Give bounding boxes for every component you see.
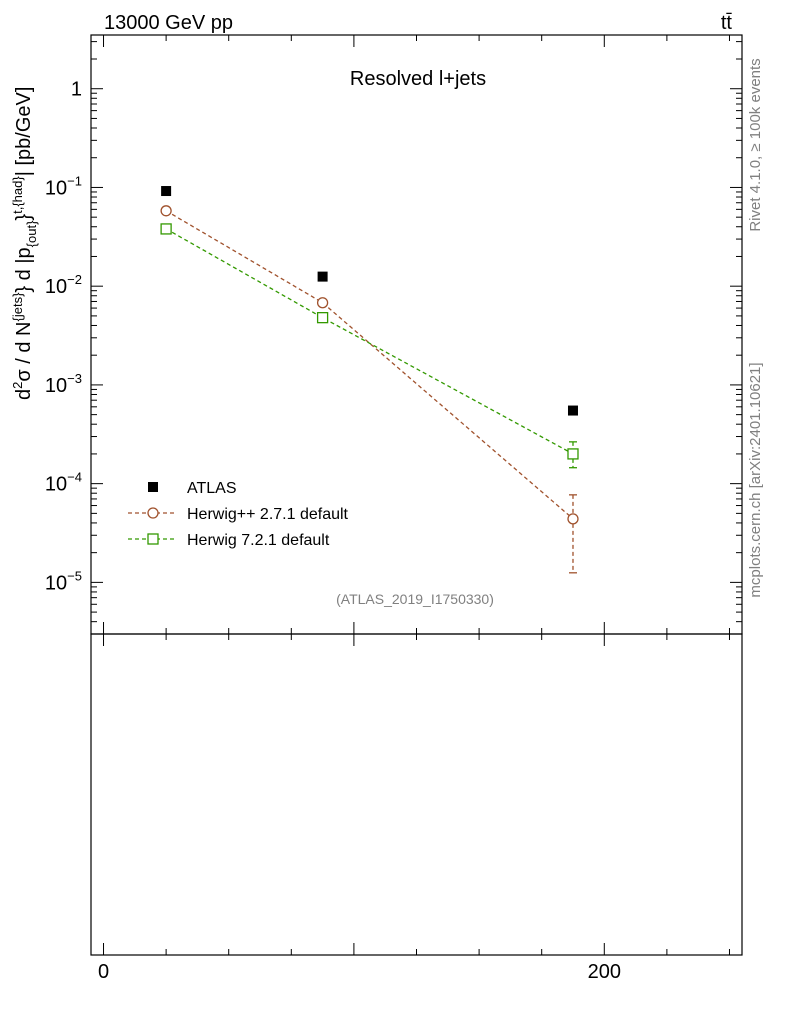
herwig-7-2-1-default-line	[165, 228, 574, 455]
ratio-plot-frame	[90, 633, 743, 956]
herwig-7-2-1-default-point	[160, 223, 172, 235]
herwig-2-7-1-default-point	[160, 205, 172, 217]
y-ticks: 1 10−1 10−2 10−3 10−4 10−5	[45, 41, 742, 635]
y-tick-label: 10−1	[45, 173, 82, 199]
y-tick-label: 10−5	[45, 568, 82, 594]
y-tick-label: 10−2	[45, 272, 82, 298]
y-tick-label: 10−4	[45, 470, 82, 496]
legend-marker-atlas	[148, 482, 158, 492]
atlas-point	[161, 186, 172, 197]
series-layer	[160, 186, 579, 574]
legend-label-herwig-7-2-1-default: Herwig 7.2.1 default	[187, 532, 330, 549]
legend-label-atlas: ATLAS	[187, 480, 237, 497]
legend-marker-herwig-2-7-1-default	[147, 507, 159, 519]
herwig-2-7-1-default-point	[316, 297, 329, 309]
legend-label-herwig-2-7-1-default: Herwig++ 2.7.1 default	[187, 506, 349, 523]
legend: ATLAS Herwig++ 2.7.1 default Herwig 7.2.1 …	[128, 480, 349, 549]
herwig-2-7-1-default-point	[567, 513, 579, 525]
energy-label: 13000 GeV pp	[104, 12, 233, 34]
x-ticks: 0 200	[98, 35, 730, 983]
x-tick-label: 200	[588, 961, 621, 983]
x-tick-label: 0	[98, 961, 109, 983]
legend-marker-herwig-7-2-1-default	[147, 533, 159, 545]
mcplots-label: mcplots.cern.ch [arXiv:2401.10621]	[747, 362, 764, 597]
y-axis-label: d2σ / d N{jets}} d |p{out}}t,{had}| [pb/…	[10, 87, 39, 400]
process-label: tt̄	[721, 12, 733, 34]
atlas-point	[567, 405, 578, 416]
herwig-7-2-1-default-point	[316, 312, 329, 324]
y-tick-label: 1	[71, 79, 82, 101]
herwig-2-7-1-default-line	[165, 210, 574, 520]
chart-title: Resolved l+jets	[350, 68, 486, 90]
analysis-id: (ATLAS_2019_I1750330)	[336, 591, 494, 607]
rivet-label: Rivet 4.1.0, ≥ 100k events	[747, 58, 764, 231]
atlas-point	[317, 271, 328, 282]
y-tick-label: 10−3	[45, 371, 82, 397]
herwig-7-2-1-default-point	[567, 448, 579, 460]
